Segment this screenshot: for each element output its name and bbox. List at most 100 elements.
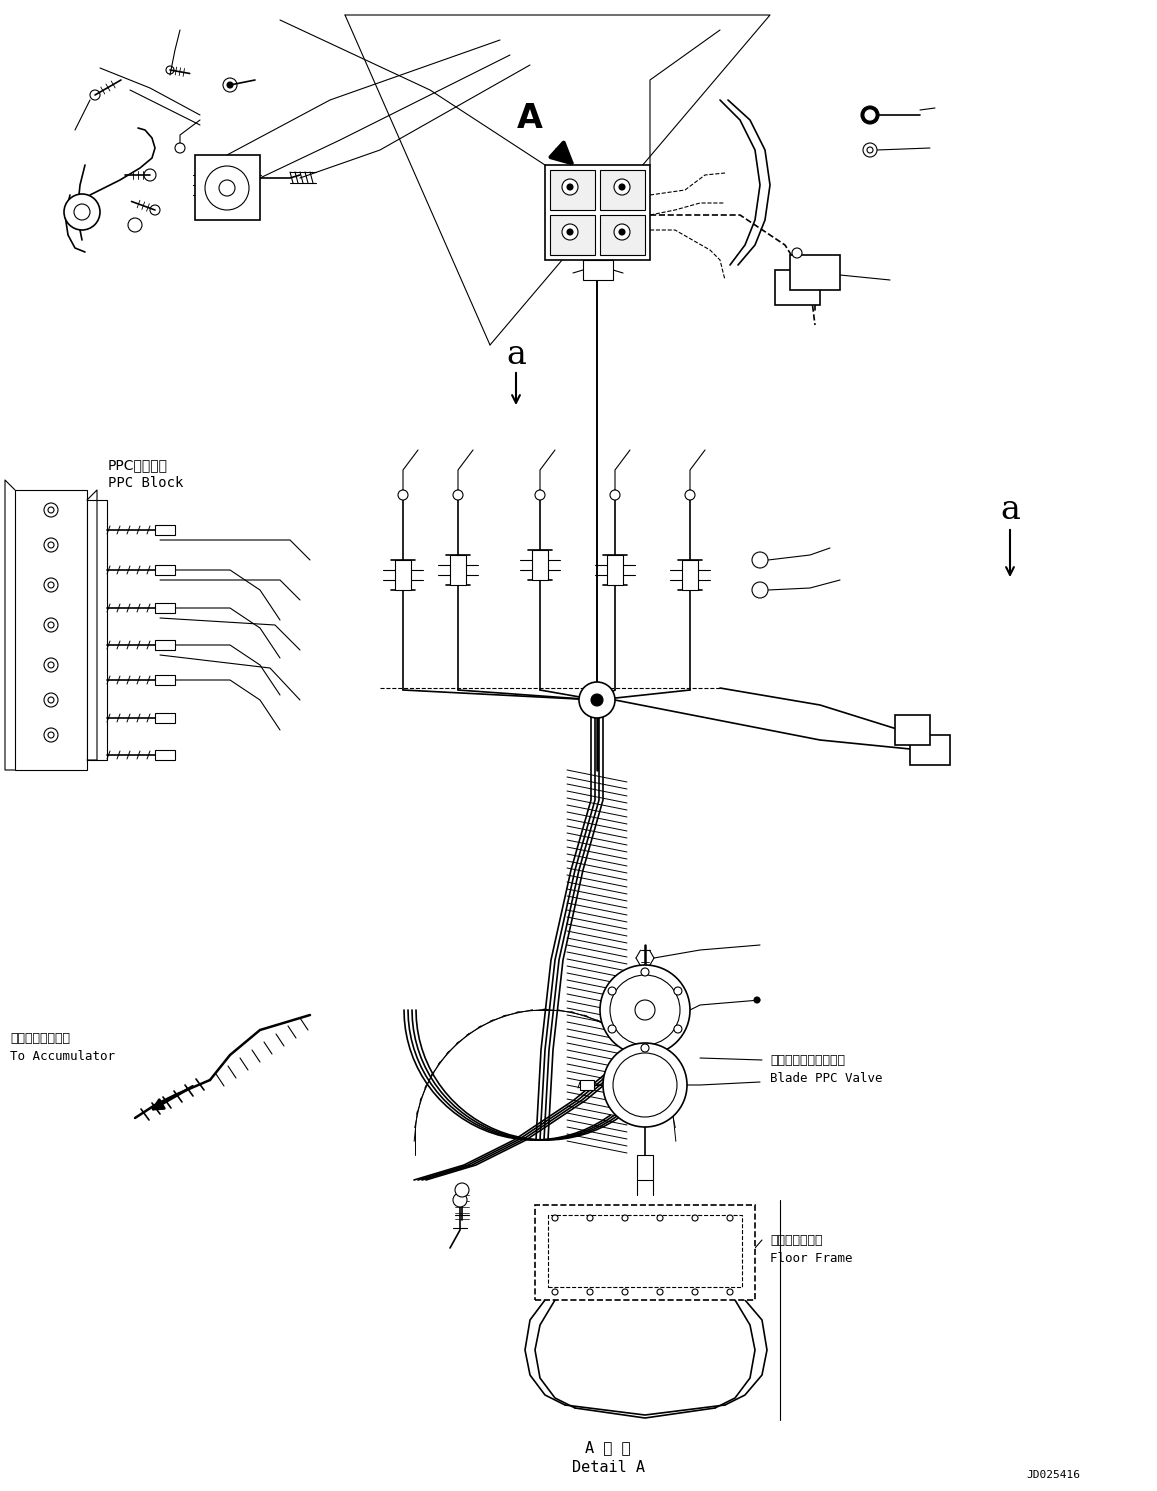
Circle shape	[74, 204, 90, 221]
Circle shape	[685, 491, 695, 499]
Bar	[600, 215, 644, 255]
Text: A 詳 細: A 詳 細	[585, 1440, 631, 1455]
Circle shape	[657, 1290, 663, 1296]
Circle shape	[562, 179, 578, 195]
Circle shape	[64, 194, 100, 230]
Bar	[155, 713, 175, 723]
Circle shape	[47, 662, 54, 668]
Bar	[545, 166, 650, 259]
Circle shape	[44, 579, 58, 592]
Circle shape	[143, 168, 156, 180]
Circle shape	[622, 1215, 628, 1221]
Circle shape	[754, 997, 760, 1003]
Text: To Accumulator: To Accumulator	[10, 1050, 115, 1063]
Bar	[790, 255, 840, 291]
Bar	[395, 561, 411, 590]
Circle shape	[863, 143, 877, 157]
Circle shape	[603, 1044, 687, 1127]
Bar	[155, 565, 175, 576]
Bar	[775, 270, 820, 306]
Circle shape	[535, 491, 545, 499]
Circle shape	[44, 617, 58, 632]
Bar	[600, 170, 644, 210]
Circle shape	[692, 1215, 698, 1221]
Bar	[550, 215, 595, 255]
Bar	[896, 716, 930, 746]
Text: Blade PPC Valve: Blade PPC Valve	[771, 1072, 883, 1084]
Circle shape	[455, 1182, 469, 1197]
Circle shape	[219, 180, 235, 195]
Text: A: A	[517, 101, 543, 134]
Bar	[15, 491, 87, 769]
Circle shape	[613, 1053, 677, 1117]
Bar	[607, 555, 622, 584]
Circle shape	[635, 1000, 655, 1020]
Circle shape	[619, 183, 625, 189]
Circle shape	[47, 696, 54, 702]
Bar	[681, 561, 698, 590]
Text: ブレードＰＰＣバルブ: ブレードＰＰＣバルブ	[771, 1054, 845, 1066]
Circle shape	[47, 622, 54, 628]
Bar	[87, 499, 106, 760]
Text: PPCブロック: PPCブロック	[108, 458, 168, 473]
Circle shape	[175, 143, 185, 154]
Circle shape	[610, 975, 680, 1045]
Circle shape	[90, 89, 100, 100]
Circle shape	[641, 1044, 649, 1053]
Circle shape	[47, 543, 54, 549]
Circle shape	[454, 491, 463, 499]
Circle shape	[44, 728, 58, 743]
Text: アキュムレータへ: アキュムレータへ	[10, 1032, 71, 1045]
Circle shape	[609, 987, 616, 994]
Circle shape	[587, 1215, 594, 1221]
Circle shape	[44, 538, 58, 552]
Text: PPC Block: PPC Block	[108, 476, 183, 491]
Circle shape	[610, 491, 620, 499]
Circle shape	[600, 965, 690, 1056]
Circle shape	[673, 987, 681, 994]
Circle shape	[150, 204, 160, 215]
Circle shape	[591, 693, 603, 707]
Bar	[155, 602, 175, 613]
Bar	[548, 1215, 742, 1287]
Circle shape	[398, 491, 408, 499]
Bar	[535, 1205, 756, 1300]
Circle shape	[865, 110, 875, 119]
Text: Floor Frame: Floor Frame	[771, 1251, 853, 1264]
Circle shape	[47, 507, 54, 513]
Text: Detail A: Detail A	[572, 1461, 644, 1476]
Circle shape	[44, 658, 58, 672]
Circle shape	[205, 166, 249, 210]
Bar	[450, 555, 466, 584]
Bar	[196, 155, 260, 221]
Bar	[155, 750, 175, 760]
Circle shape	[454, 1193, 467, 1208]
Circle shape	[223, 78, 237, 92]
Circle shape	[614, 179, 631, 195]
Circle shape	[587, 1290, 594, 1296]
Circle shape	[727, 1215, 734, 1221]
Circle shape	[128, 218, 142, 233]
Bar	[580, 1079, 594, 1090]
Bar	[155, 525, 175, 535]
Circle shape	[47, 732, 54, 738]
Bar	[155, 640, 175, 650]
Circle shape	[552, 1215, 558, 1221]
Circle shape	[44, 502, 58, 517]
Circle shape	[692, 1290, 698, 1296]
Bar	[532, 550, 548, 580]
Bar	[550, 170, 595, 210]
Text: a: a	[1000, 494, 1020, 526]
Text: a: a	[506, 338, 526, 371]
Circle shape	[727, 1290, 734, 1296]
Text: フロアフレーム: フロアフレーム	[771, 1233, 823, 1246]
Circle shape	[752, 552, 768, 568]
Circle shape	[227, 82, 233, 88]
Circle shape	[165, 66, 174, 75]
Circle shape	[614, 224, 631, 240]
Circle shape	[793, 248, 802, 258]
Circle shape	[562, 224, 578, 240]
Circle shape	[578, 681, 616, 719]
Text: JD025416: JD025416	[1026, 1470, 1079, 1481]
Circle shape	[861, 106, 879, 124]
